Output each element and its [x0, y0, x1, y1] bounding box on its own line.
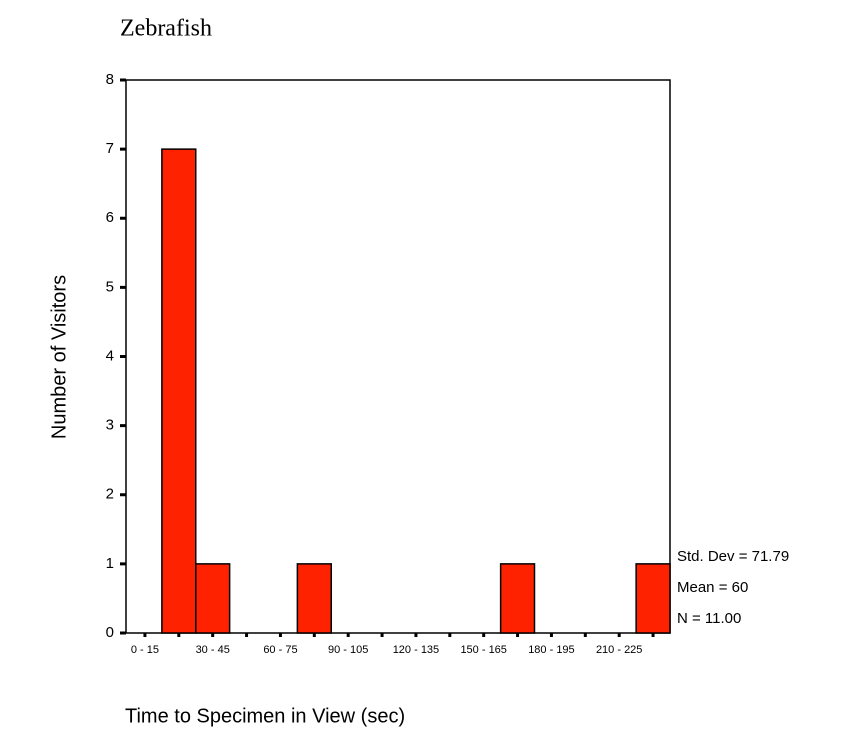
x-tick-label: 180 - 195 — [528, 644, 574, 656]
bar — [296, 563, 332, 634]
bar — [635, 563, 671, 634]
y-tick-label: 3 — [106, 417, 114, 434]
y-axis-label: Number of Visitors — [48, 275, 70, 439]
x-tick-label: 210 - 225 — [596, 644, 642, 656]
x-tick-label: 120 - 135 — [393, 644, 439, 656]
bar — [499, 563, 536, 634]
y-tick-label: 4 — [106, 347, 114, 364]
x-tick-label: 0 - 15 — [131, 644, 159, 656]
y-tick-label: 5 — [106, 278, 114, 295]
y-tick-label: 0 — [106, 624, 114, 641]
chart-title: Zebrafish — [120, 16, 212, 42]
plot-frame — [125, 79, 671, 634]
y-tick-label: 7 — [106, 140, 114, 157]
bar — [195, 563, 231, 634]
x-tick-label: 90 - 105 — [328, 644, 368, 656]
x-tick-label: 150 - 165 — [460, 644, 506, 656]
stat-annotation: Mean = 60 — [677, 579, 748, 596]
x-tick-label: 60 - 75 — [263, 644, 297, 656]
x-tick-label: 30 - 45 — [196, 644, 230, 656]
stat-annotation: N = 11.00 — [677, 610, 741, 627]
y-tick-label: 2 — [106, 486, 114, 503]
y-tick-label: 6 — [106, 209, 114, 226]
y-tick-label: 8 — [106, 71, 114, 88]
bar — [161, 148, 197, 634]
y-tick-label: 1 — [106, 555, 114, 572]
x-axis-label: Time to Specimen in View (sec) — [125, 705, 405, 727]
stat-annotation: Std. Dev = 71.79 — [677, 548, 789, 565]
